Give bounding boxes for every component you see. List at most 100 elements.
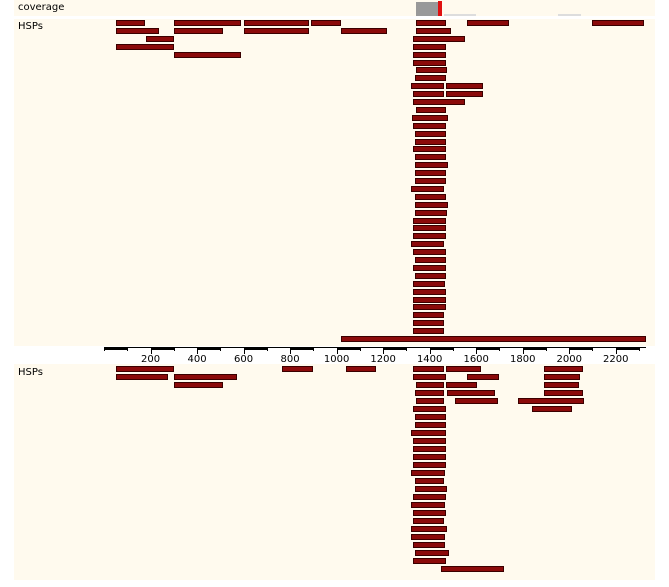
upper-hsp-bar[interactable] bbox=[115, 20, 145, 26]
upper-hsp-bar[interactable] bbox=[115, 27, 159, 34]
upper-hsp-bar[interactable] bbox=[243, 27, 309, 34]
upper-hsp-bar[interactable] bbox=[414, 130, 446, 137]
upper-hsp-bar[interactable] bbox=[413, 146, 446, 153]
upper-hsp-bar[interactable] bbox=[412, 114, 449, 121]
upper-hsp-bar[interactable] bbox=[415, 106, 446, 113]
lower-hsp-bar[interactable] bbox=[413, 438, 446, 444]
upper-hsp-bar[interactable] bbox=[115, 43, 174, 50]
lower-hsp-bar[interactable] bbox=[543, 382, 579, 388]
lower-hsp-bar[interactable] bbox=[413, 494, 446, 500]
lower-hsp-bar[interactable] bbox=[413, 446, 446, 452]
lower-hsp-bar[interactable] bbox=[413, 406, 446, 412]
lower-hsp-bar[interactable] bbox=[445, 382, 478, 388]
lower-hsp-bar[interactable] bbox=[445, 366, 481, 372]
upper-hsp-bar[interactable] bbox=[413, 51, 446, 58]
upper-hsp-bar[interactable] bbox=[413, 320, 444, 327]
lower-hsp-bar[interactable] bbox=[441, 566, 505, 572]
upper-hsp-bar[interactable] bbox=[413, 288, 446, 295]
upper-hsp-bar[interactable] bbox=[414, 209, 448, 216]
upper-hsp-bar[interactable] bbox=[413, 249, 446, 256]
lower-hsp-bar[interactable] bbox=[413, 510, 446, 516]
upper-hsp-bar[interactable] bbox=[413, 264, 446, 271]
upper-hsp-bar[interactable] bbox=[173, 51, 242, 58]
lower-hsp-bar[interactable] bbox=[414, 486, 448, 492]
lower-hsp-bar[interactable] bbox=[173, 382, 223, 388]
upper-hsp-bar[interactable] bbox=[411, 185, 444, 192]
lower-hsp-bar[interactable] bbox=[414, 390, 444, 396]
lower-hsp-bar[interactable] bbox=[413, 462, 446, 468]
upper-hsp-bar[interactable] bbox=[413, 328, 444, 335]
upper-hsp-bar[interactable] bbox=[414, 154, 446, 161]
lower-hsp-bar[interactable] bbox=[543, 390, 584, 396]
lower-hsp-bar[interactable] bbox=[115, 374, 168, 380]
upper-hsp-bar[interactable] bbox=[173, 20, 242, 26]
upper-hsp-bar[interactable] bbox=[414, 193, 446, 200]
upper-hsp-bar[interactable] bbox=[413, 296, 446, 303]
upper-hsp-bar[interactable] bbox=[411, 83, 444, 90]
lower-hsp-bar[interactable] bbox=[455, 398, 499, 404]
lower-hsp-bar[interactable] bbox=[532, 406, 572, 412]
upper-hsp-bar[interactable] bbox=[415, 67, 448, 74]
lower-hsp-bar[interactable] bbox=[413, 366, 444, 372]
upper-hsp-bar[interactable] bbox=[414, 162, 449, 169]
upper-hsp-bar[interactable] bbox=[414, 201, 449, 208]
lower-hsp-bar[interactable] bbox=[411, 534, 445, 540]
lower-hsp-bar[interactable] bbox=[173, 374, 237, 380]
lower-hsp-bar[interactable] bbox=[466, 374, 500, 380]
upper-hsp-bar[interactable] bbox=[592, 20, 644, 26]
upper-hsp-bar[interactable] bbox=[411, 241, 444, 248]
upper-hsp-bar[interactable] bbox=[413, 225, 446, 232]
lower-hsp-bar[interactable] bbox=[411, 526, 448, 532]
upper-hsp-bar[interactable] bbox=[173, 27, 223, 34]
lower-hsp-bar[interactable] bbox=[543, 374, 580, 380]
upper-hsp-bar[interactable] bbox=[414, 138, 446, 145]
lower-hsp-bar[interactable] bbox=[413, 558, 446, 564]
upper-hsp-bar[interactable] bbox=[414, 272, 446, 279]
upper-hsp-bar[interactable] bbox=[413, 35, 465, 42]
upper-hsp-bar[interactable] bbox=[145, 35, 174, 42]
upper-hsp-bar[interactable] bbox=[243, 20, 309, 26]
upper-hsp-bar[interactable] bbox=[466, 20, 509, 26]
lower-hsp-bar[interactable] bbox=[518, 398, 585, 404]
upper-hsp-bar[interactable] bbox=[341, 336, 646, 342]
lower-hsp-bar[interactable] bbox=[413, 518, 444, 524]
upper-hsp-bar[interactable] bbox=[413, 99, 465, 105]
lower-hsp-bar[interactable] bbox=[447, 390, 495, 396]
lower-hsp-bar[interactable] bbox=[413, 374, 446, 380]
upper-hsp-track[interactable] bbox=[14, 19, 655, 346]
upper-hsp-bar[interactable] bbox=[413, 217, 446, 224]
lower-hsp-bar[interactable] bbox=[411, 470, 445, 476]
upper-hsp-bar[interactable] bbox=[413, 233, 446, 240]
upper-hsp-bar[interactable] bbox=[413, 312, 444, 319]
lower-hsp-bar[interactable] bbox=[414, 422, 446, 428]
lower-hsp-bar[interactable] bbox=[415, 382, 444, 388]
lower-hsp-bar[interactable] bbox=[411, 430, 446, 436]
lower-hsp-bar[interactable] bbox=[115, 366, 174, 372]
upper-hsp-bar[interactable] bbox=[413, 91, 444, 98]
upper-hsp-bar[interactable] bbox=[413, 59, 446, 66]
upper-hsp-bar[interactable] bbox=[414, 170, 446, 177]
lower-hsp-track[interactable] bbox=[14, 364, 655, 580]
lower-hsp-bar[interactable] bbox=[543, 366, 584, 372]
lower-hsp-bar[interactable] bbox=[413, 542, 445, 548]
lower-hsp-bar[interactable] bbox=[345, 366, 377, 372]
upper-hsp-bar[interactable] bbox=[414, 178, 446, 184]
lower-hsp-bar[interactable] bbox=[414, 478, 444, 484]
upper-hsp-bar[interactable] bbox=[415, 27, 451, 34]
upper-hsp-bar[interactable] bbox=[445, 91, 484, 98]
lower-hsp-bar[interactable] bbox=[281, 366, 314, 372]
lower-hsp-bar[interactable] bbox=[413, 454, 446, 460]
upper-hsp-bar[interactable] bbox=[413, 43, 446, 50]
upper-hsp-bar[interactable] bbox=[413, 122, 446, 129]
upper-hsp-bar[interactable] bbox=[445, 83, 484, 90]
upper-hsp-bar[interactable] bbox=[413, 280, 445, 287]
upper-hsp-bar[interactable] bbox=[341, 27, 387, 34]
lower-hsp-bar[interactable] bbox=[414, 550, 450, 556]
lower-hsp-bar[interactable] bbox=[411, 502, 445, 508]
upper-hsp-bar[interactable] bbox=[413, 304, 446, 311]
upper-hsp-bar[interactable] bbox=[311, 20, 342, 26]
upper-hsp-bar[interactable] bbox=[415, 20, 446, 26]
lower-hsp-bar[interactable] bbox=[414, 414, 446, 420]
upper-hsp-bar[interactable] bbox=[414, 75, 446, 82]
upper-hsp-bar[interactable] bbox=[414, 257, 446, 263]
